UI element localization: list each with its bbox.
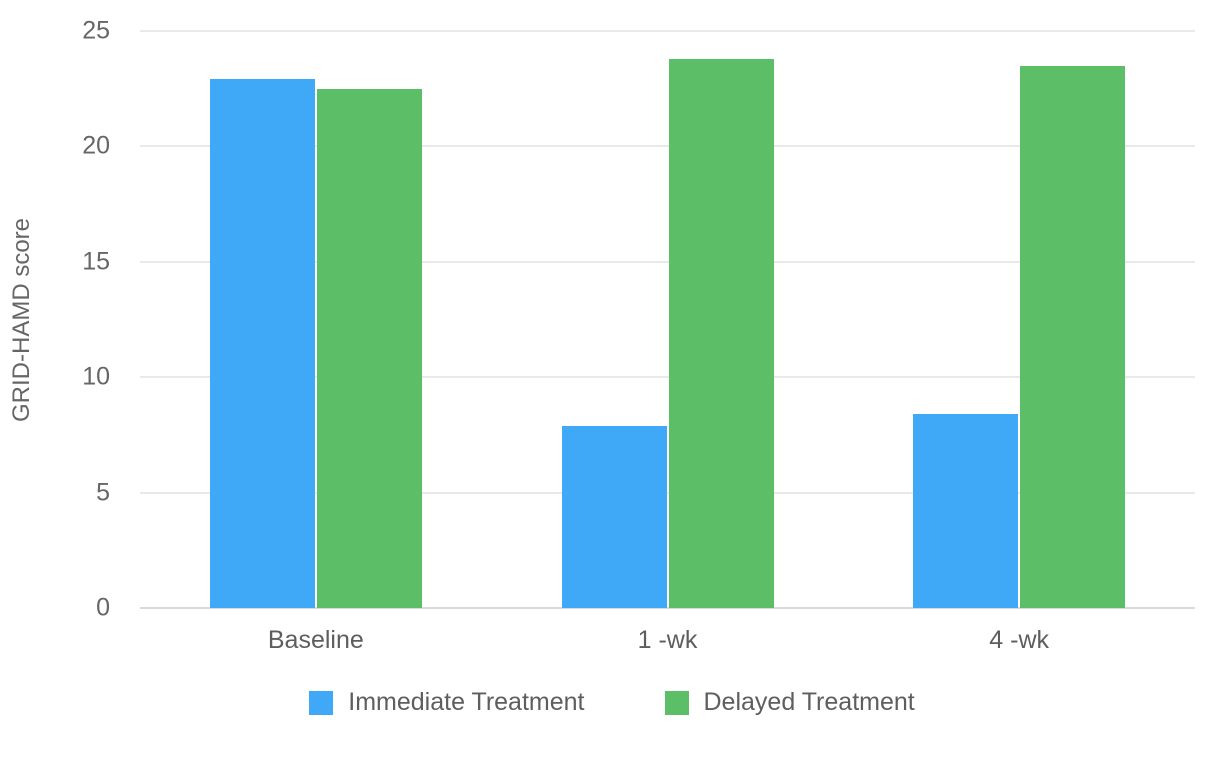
- y-gridline-25: [140, 30, 1195, 32]
- legend-label-immediate-treatment: Immediate Treatment: [348, 688, 585, 716]
- plot-area: [140, 30, 1195, 609]
- y-tick-label-20: 20: [82, 131, 110, 160]
- y-axis: 0 5 10 15 20 25: [0, 0, 110, 760]
- bar-immediate-treatment-4-wk: [913, 414, 1019, 608]
- x-category-label-1-wk: 1 -wk: [637, 626, 698, 654]
- bar-immediate-treatment-1-wk: [561, 425, 667, 608]
- y-gridline-15: [140, 260, 1195, 263]
- bar-delayed-treatment-baseline: [316, 88, 422, 608]
- bar-immediate-treatment-baseline: [209, 79, 315, 608]
- x-category-label-baseline: Baseline: [267, 626, 364, 654]
- legend: Immediate Treatment Delayed Treatment: [0, 688, 1224, 717]
- y-gridline-20: [140, 145, 1195, 148]
- legend-swatch-immediate-treatment: [309, 690, 334, 715]
- x-category-label-4-wk: 4 -wk: [989, 626, 1050, 654]
- legend-item-delayed-treatment: Delayed Treatment: [664, 688, 915, 717]
- legend-label-delayed-treatment: Delayed Treatment: [703, 688, 915, 716]
- y-tick-label-25: 25: [82, 16, 110, 45]
- y-tick-label-10: 10: [82, 362, 110, 391]
- y-tick-label-5: 5: [96, 478, 110, 507]
- y-gridline-10: [140, 376, 1195, 379]
- y-tick-label-15: 15: [82, 247, 110, 276]
- legend-swatch-delayed-treatment: [664, 690, 689, 715]
- y-tick-label-0: 0: [96, 593, 110, 622]
- bar-delayed-treatment-4-wk: [1020, 65, 1126, 608]
- bar-delayed-treatment-1-wk: [668, 58, 774, 608]
- x-axis-baseline: [140, 607, 1195, 609]
- legend-item-immediate-treatment: Immediate Treatment: [309, 688, 585, 717]
- y-gridline-5: [140, 491, 1195, 494]
